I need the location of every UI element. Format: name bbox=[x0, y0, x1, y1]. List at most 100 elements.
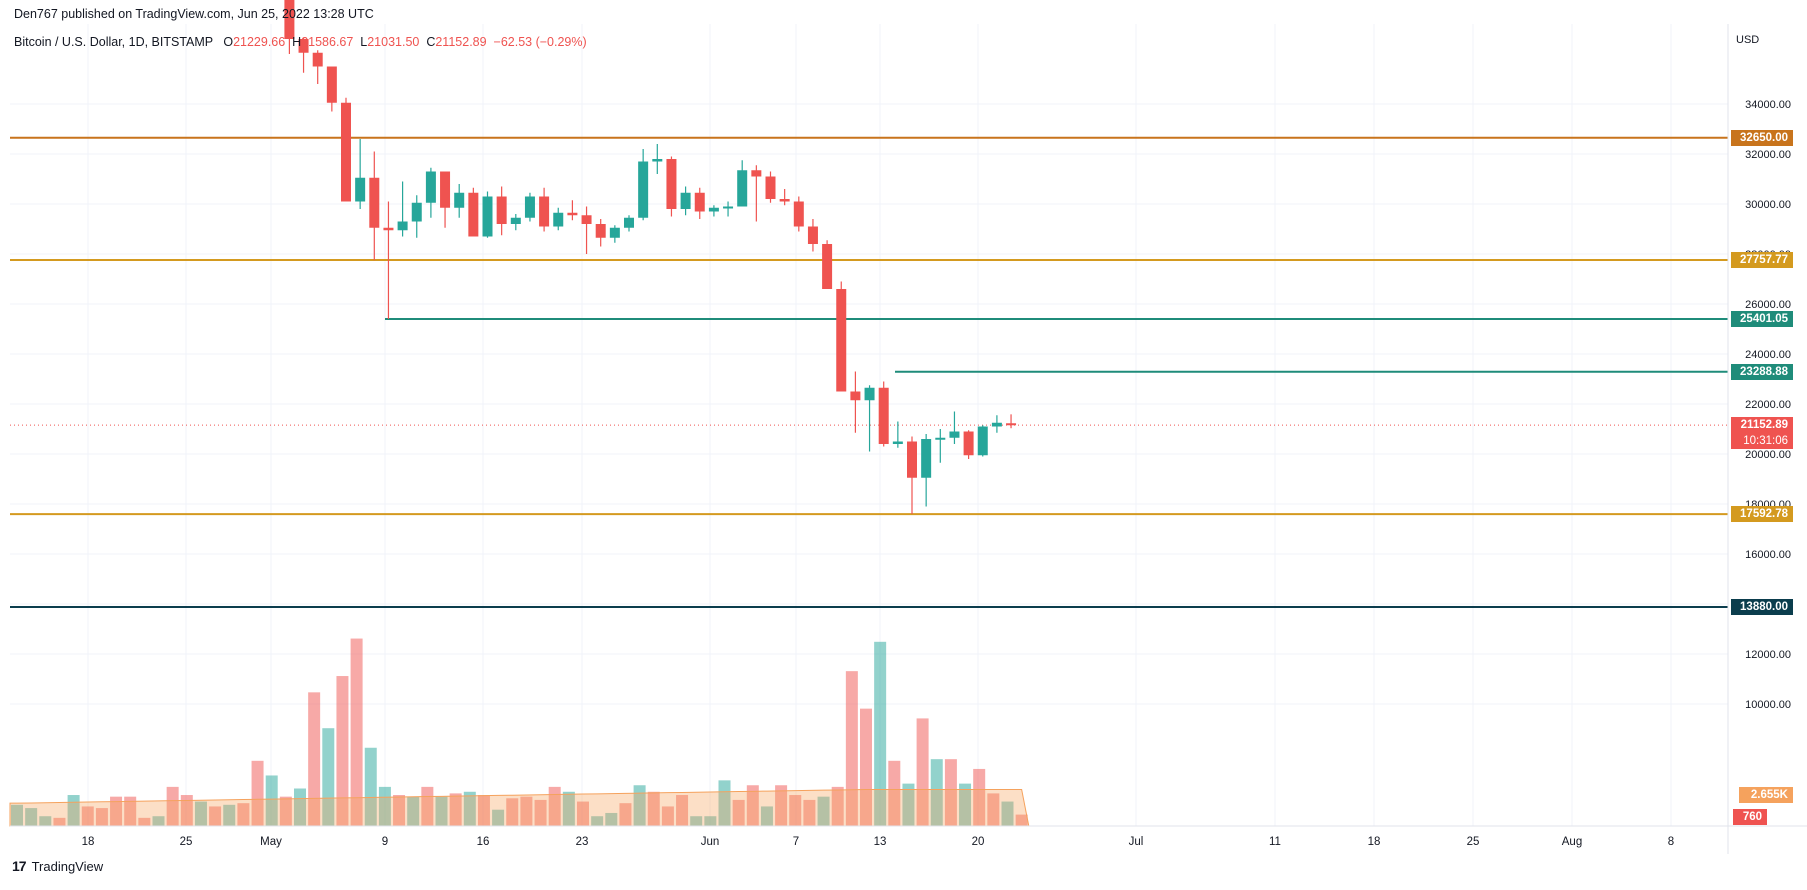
x-tick-label: 13 bbox=[874, 836, 887, 848]
candle bbox=[454, 184, 465, 218]
volume-bar bbox=[831, 786, 844, 826]
volume-bar bbox=[577, 801, 589, 826]
candle-body bbox=[496, 196, 507, 224]
volume-bar bbox=[591, 816, 604, 826]
candle-body bbox=[708, 207, 719, 212]
candle bbox=[652, 144, 663, 174]
candle bbox=[595, 219, 606, 247]
candle-body bbox=[341, 102, 351, 202]
candle-body bbox=[694, 192, 705, 212]
volume-bar bbox=[619, 803, 632, 826]
candle-body bbox=[935, 437, 946, 440]
volume-bar bbox=[860, 708, 872, 826]
volume-bar bbox=[124, 796, 137, 826]
x-tick-label: Jul bbox=[1129, 836, 1144, 848]
volume-bar bbox=[746, 785, 759, 826]
volume-bar bbox=[194, 801, 207, 826]
candle-body bbox=[539, 196, 550, 227]
volume-bar bbox=[916, 718, 929, 826]
volume-bar bbox=[350, 638, 363, 826]
volume-bar bbox=[520, 796, 533, 826]
tradingview-logo-icon: 17 bbox=[12, 858, 27, 874]
volume-bar bbox=[704, 816, 717, 826]
candle-body bbox=[468, 192, 479, 237]
high-label: H bbox=[292, 35, 302, 49]
candle bbox=[341, 97, 351, 202]
candle-body bbox=[921, 439, 932, 478]
candle bbox=[822, 240, 833, 289]
volume-bar bbox=[336, 676, 349, 826]
candle bbox=[567, 200, 578, 221]
close-label: C bbox=[426, 35, 436, 49]
level-lines bbox=[10, 136, 1728, 608]
candle-body bbox=[369, 177, 380, 228]
candle-body bbox=[411, 202, 422, 222]
volume-bar bbox=[874, 641, 887, 826]
candle-body bbox=[666, 159, 677, 209]
candle bbox=[496, 186, 507, 236]
volume-bar bbox=[364, 747, 377, 826]
candle bbox=[468, 187, 479, 237]
volume-bar bbox=[477, 795, 490, 826]
tag-volume-ma: 2.655K bbox=[1739, 787, 1793, 803]
candle-body bbox=[567, 212, 578, 216]
candle-body bbox=[425, 171, 436, 203]
volume-bar bbox=[265, 775, 278, 826]
candle-body bbox=[850, 391, 861, 401]
candle-body bbox=[383, 227, 394, 231]
volume-bar bbox=[449, 793, 462, 826]
low-value: 21031.50 bbox=[367, 35, 420, 49]
volume-bar bbox=[661, 806, 674, 826]
candle bbox=[977, 425, 988, 457]
candle-body bbox=[977, 426, 988, 456]
volume-bar bbox=[95, 808, 108, 826]
candle bbox=[807, 219, 818, 252]
candle-body bbox=[765, 176, 776, 199]
volume-bar bbox=[223, 804, 236, 826]
tradingview-logo[interactable]: 17 TradingView bbox=[12, 858, 103, 874]
candle-body bbox=[949, 431, 960, 438]
volume-bar bbox=[11, 804, 23, 826]
x-tick-label: 9 bbox=[382, 836, 388, 848]
candle-body bbox=[779, 199, 790, 202]
candle bbox=[751, 165, 762, 222]
symbol-legend[interactable]: Bitcoin / U.S. Dollar, 1D, BITSTAMP O212… bbox=[14, 35, 587, 49]
candles bbox=[284, 0, 1017, 514]
candle bbox=[680, 186, 691, 216]
x-tick-label: 18 bbox=[1368, 836, 1381, 848]
candle-body bbox=[751, 170, 762, 177]
bar-countdown: 10:31:06 bbox=[1743, 435, 1788, 448]
candle bbox=[482, 191, 493, 238]
candle bbox=[666, 156, 677, 217]
y-tick-label: 12000.00 bbox=[1745, 649, 1791, 661]
volume-bar bbox=[180, 795, 193, 826]
candle bbox=[991, 415, 1002, 433]
candle-body bbox=[836, 289, 847, 392]
x-axis-labels: 18 25 May 9 16 23 Jun 7 13 20 Jul 11 18 25 Aug 8 bbox=[82, 836, 1675, 848]
volume-bar bbox=[548, 786, 561, 826]
y-tick-label: 10000.00 bbox=[1745, 699, 1791, 711]
x-tick-label: Jun bbox=[701, 836, 720, 848]
candle bbox=[892, 421, 903, 448]
volume-bar bbox=[237, 803, 250, 826]
candle bbox=[878, 381, 889, 447]
volume-bar bbox=[506, 798, 519, 826]
x-tick-label: 7 bbox=[793, 836, 799, 848]
volume-bar bbox=[732, 799, 745, 826]
volume-bar bbox=[39, 816, 52, 826]
volume-bar bbox=[959, 783, 972, 826]
change-value: −62.53 (−0.29%) bbox=[493, 35, 587, 49]
volume-bars bbox=[11, 638, 1028, 826]
candle bbox=[1006, 414, 1017, 429]
candle-body bbox=[326, 66, 337, 103]
candle bbox=[609, 225, 620, 243]
x-tick-label: May bbox=[260, 836, 282, 848]
volume-bar bbox=[789, 795, 802, 826]
last-price-tag: 21152.89 10:31:06 bbox=[1731, 417, 1793, 450]
x-tick-label: 25 bbox=[180, 836, 193, 848]
x-tick-label: Aug bbox=[1562, 836, 1582, 848]
candle bbox=[411, 195, 422, 238]
level-tag-resistance-23288: 23288.88 bbox=[1731, 363, 1793, 380]
candle bbox=[793, 196, 804, 232]
